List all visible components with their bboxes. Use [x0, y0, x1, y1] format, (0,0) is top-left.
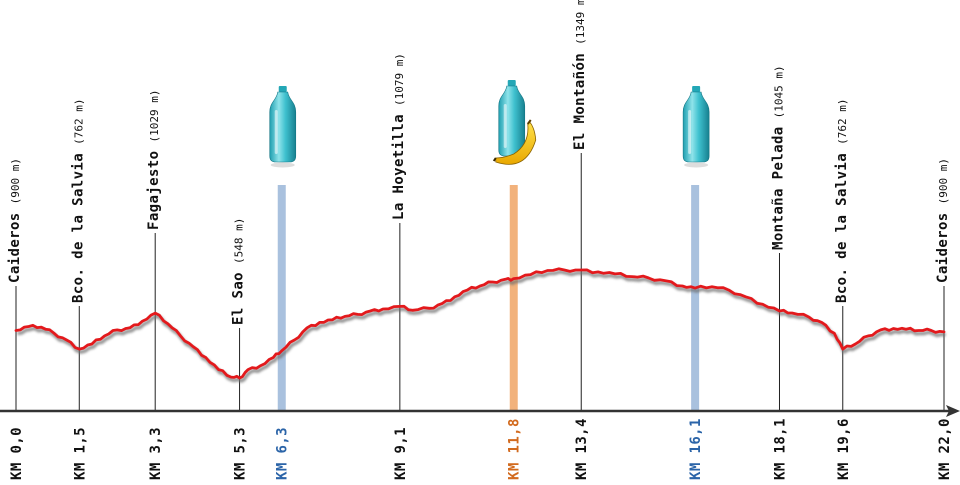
tick-label-km: KM 22,0 [937, 418, 953, 480]
waypoint-altitude: (1029 m) [148, 90, 161, 143]
waypoint-label: Fagajesto (1029 m) [146, 90, 162, 230]
waypoint-label: Caideros (900 m) [935, 158, 951, 283]
tick-label-km: KM 5,3 [233, 427, 249, 480]
waypoint-label: El Sao (548 m) [231, 218, 247, 325]
x-axis-arrow-icon [946, 405, 960, 417]
banana-icon [492, 119, 537, 165]
waypoint-label: El Montañón (1349 m) [572, 0, 588, 150]
waypoint-name: La Hoyetilla [391, 114, 407, 220]
waypoint-altitude: (1349 m) [574, 0, 587, 45]
waypoint-altitude: (762 m) [72, 99, 85, 145]
waypoint-altitude: (548 m) [233, 218, 246, 264]
tick-label-km: KM 18,1 [772, 418, 788, 480]
tick-label-km: KM 0,0 [9, 427, 25, 480]
series-line-elevation [14, 267, 946, 380]
waypoint-label: La Hoyetilla (1079 m) [391, 53, 407, 220]
waypoint-label: Montaña Pelada (1045 m) [770, 65, 786, 250]
profile-shadow [17, 270, 946, 383]
tick-label-km-station: KM 6,3 [275, 427, 291, 480]
tick-label-km-station: KM 11,8 [507, 418, 523, 480]
waypoint-name: Montaña Pelada [770, 126, 786, 250]
waypoint-label: Bco. de la Salvia (762 m) [70, 99, 86, 303]
tick-label-km: KM 9,1 [393, 427, 409, 480]
waypoint-altitude: (900 m) [9, 158, 22, 204]
waypoint-altitude: (762 m) [836, 99, 849, 145]
waypoint-altitude: (1079 m) [393, 53, 406, 106]
tick-label-km: KM 1,5 [72, 427, 88, 480]
station-marker-food [509, 185, 518, 411]
station-marker-water [277, 185, 286, 411]
waypoint-name: Bco. de la Salvia [834, 153, 850, 303]
tick-label-km: KM 13,4 [574, 418, 590, 480]
waypoint-name: Caideros [7, 212, 23, 283]
station-marker-water [691, 185, 700, 411]
waypoint-label: Bco. de la Salvia (762 m) [834, 99, 850, 303]
tick-label-km-station: KM 16,1 [688, 418, 704, 480]
waypoint-altitude: (900 m) [937, 158, 950, 204]
waypoint-name: Bco. de la Salvia [70, 153, 86, 303]
waypoint-name: Fagajesto [146, 151, 162, 230]
waypoint-name: El Montañón [572, 53, 588, 150]
waypoint-altitude: (1045 m) [772, 65, 785, 118]
water-bottle-icon [682, 86, 710, 168]
water-bottle-icon [269, 86, 297, 168]
water-bottle-icon [498, 80, 526, 162]
waypoint-name: Caideros [935, 212, 951, 283]
waypoint-label: Caideros (900 m) [7, 158, 23, 283]
waypoint-name: El Sao [231, 272, 247, 325]
tick-label-km: KM 3,3 [148, 427, 164, 480]
tick-label-km: KM 19,6 [836, 418, 852, 480]
